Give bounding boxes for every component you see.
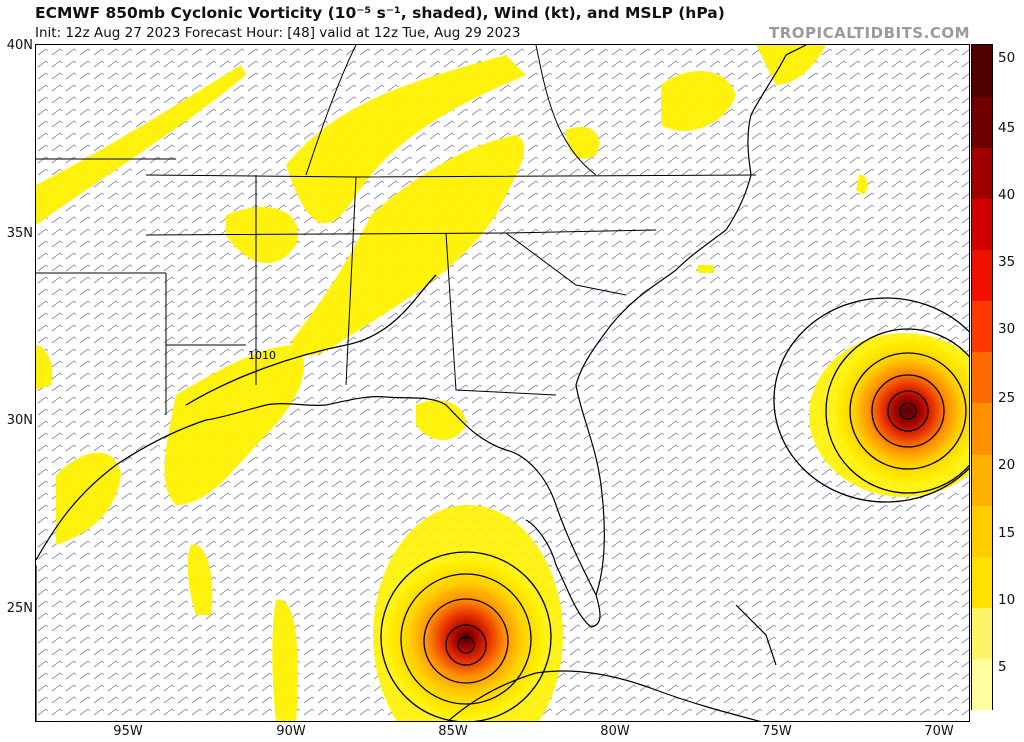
colorbar-label-30: 30: [998, 321, 1016, 337]
isobar-label: 1010: [248, 349, 276, 362]
colorbar-label-5: 5: [998, 659, 1007, 675]
lat-label-40n: 40N: [6, 38, 33, 53]
colorbar-label-15: 15: [998, 525, 1016, 541]
state-borders: [36, 45, 757, 415]
colorbar-segment: [972, 96, 992, 149]
map-subtitle: Init: 12z Aug 27 2023 Forecast Hour: [48…: [35, 25, 521, 41]
colorbar-segment: [972, 453, 992, 506]
brand-watermark: TROPICALTIDBITS.COM: [769, 24, 970, 42]
colorbar-segment: [972, 504, 992, 557]
colorbar-label-50: 50: [998, 50, 1016, 66]
lon-label-90w: 90W: [276, 724, 306, 739]
colorbar-label-40: 40: [998, 187, 1016, 203]
lat-label-35n: 35N: [6, 226, 33, 241]
lon-label-85w: 85W: [438, 724, 468, 739]
colorbar-label-45: 45: [998, 120, 1016, 136]
map-canvas: 1010: [36, 45, 969, 721]
atlantic-low-core: [836, 339, 969, 483]
colorbar-label-20: 20: [998, 457, 1016, 473]
lat-label-30n: 30N: [6, 413, 33, 428]
weather-map: 1010: [35, 44, 970, 722]
colorbar-segment: [972, 300, 992, 353]
colorbar-label-35: 35: [998, 254, 1016, 270]
colorbar-segment: [972, 351, 992, 404]
lon-label-75w: 75W: [762, 724, 792, 739]
colorbar-segment: [972, 402, 992, 455]
colorbar-segment: [972, 249, 992, 302]
lat-label-25n: 25N: [6, 601, 33, 616]
colorbar-segment: [972, 606, 992, 659]
gulf-low-core: [388, 560, 544, 716]
colorbar-segment: [972, 147, 992, 200]
lon-label-80w: 80W: [600, 724, 630, 739]
lon-label-95w: 95W: [113, 724, 143, 739]
lon-label-70w: 70W: [924, 724, 954, 739]
isobars: [185, 274, 969, 721]
colorbar-segment: [972, 555, 992, 608]
colorbar-segment: [972, 45, 992, 97]
colorbar-segment: [972, 198, 992, 251]
colorbar-label-10: 10: [998, 592, 1016, 608]
vorticity-colorbar: [971, 44, 993, 710]
coastline: [36, 45, 807, 721]
colorbar-segment: [972, 657, 992, 710]
colorbar-label-25: 25: [998, 390, 1016, 406]
vorticity-shading: [36, 45, 868, 721]
map-title: ECMWF 850mb Cyclonic Vorticity (10⁻⁵ s⁻¹…: [35, 4, 725, 22]
